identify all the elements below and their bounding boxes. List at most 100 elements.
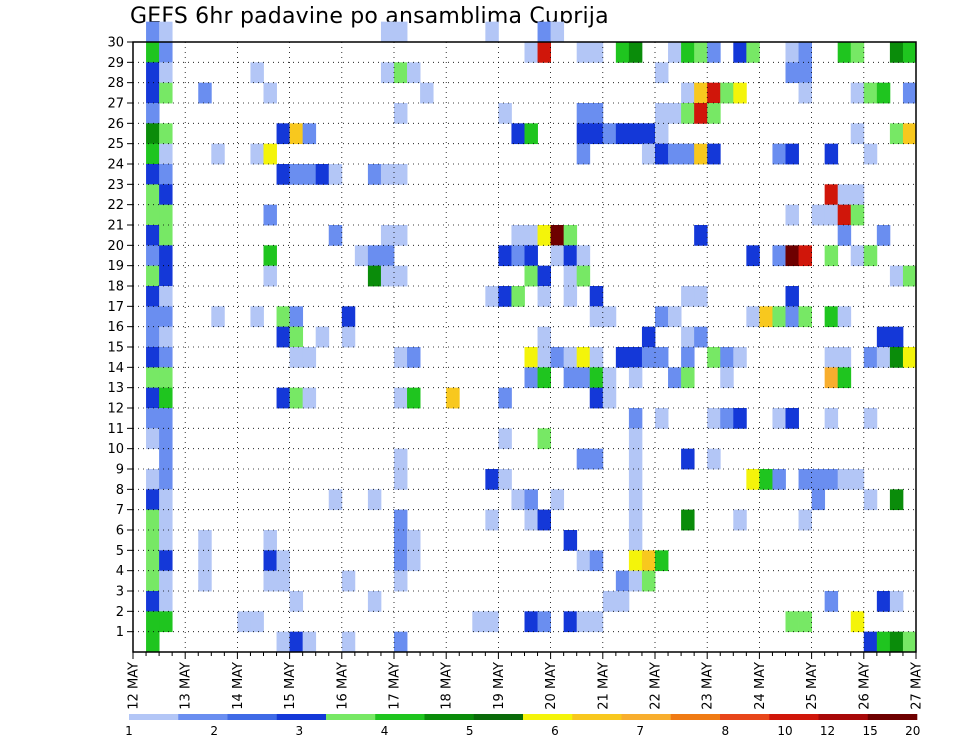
heatmap-cell: [563, 286, 578, 307]
heatmap-cell: [563, 530, 578, 551]
heatmap-cell: [628, 347, 643, 368]
heatmap-cell: [446, 387, 460, 409]
heatmap-cell: [694, 326, 708, 348]
heatmap-cell: [146, 184, 160, 206]
heatmap-cell: [785, 143, 799, 165]
heatmap-cell: [707, 42, 721, 63]
heatmap-cell: [785, 204, 799, 226]
x-tick-label: 23 MAY: [701, 662, 716, 710]
heatmap-cell: [394, 570, 408, 592]
heatmap-cell: [876, 347, 891, 368]
heatmap-cell: [276, 123, 290, 145]
heatmap-cell: [380, 21, 395, 43]
heatmap-cell: [263, 143, 277, 165]
heatmap-cell: [250, 306, 264, 328]
y-tick-label: 5: [116, 544, 124, 559]
heatmap-cell: [159, 21, 173, 43]
colorbar-swatch: [424, 714, 475, 720]
heatmap-cell: [589, 367, 604, 389]
heatmap-cell: [785, 245, 799, 267]
heatmap-cell: [159, 489, 173, 511]
heatmap-cell: [159, 265, 173, 287]
colorbar-swatch: [769, 714, 819, 720]
heatmap-cell: [524, 123, 538, 145]
heatmap-cell: [589, 387, 604, 409]
heatmap-cell: [563, 265, 578, 287]
heatmap-cell: [380, 164, 395, 185]
y-tick-label: 16: [107, 320, 124, 335]
heatmap-cell: [263, 204, 277, 226]
heatmap-cell: [589, 123, 604, 145]
heatmap-cell: [289, 631, 304, 653]
heatmap-cell: [328, 164, 343, 185]
heatmap-cell: [146, 204, 160, 226]
heatmap-cell: [628, 469, 643, 490]
heatmap-cell: [367, 245, 382, 267]
heatmap-cell: [733, 408, 747, 429]
x-tick-label: 18 MAY: [440, 662, 455, 710]
heatmap-cell: [720, 408, 734, 429]
heatmap-cell: [537, 326, 551, 348]
heatmap-cell: [159, 387, 173, 409]
heatmap-cell: [694, 286, 708, 307]
heatmap-cell: [472, 611, 486, 633]
heatmap-cell: [394, 530, 408, 551]
heatmap-cell: [798, 469, 812, 490]
heatmap-cell: [159, 225, 173, 246]
heatmap-cell: [537, 286, 551, 307]
y-tick-label: 11: [107, 422, 124, 437]
heatmap-cell: [733, 347, 747, 368]
colorbar-swatch: [129, 714, 179, 720]
heatmap-cell: [394, 387, 408, 409]
heatmap-cell: [146, 326, 160, 348]
heatmap-cell: [694, 103, 708, 124]
heatmap-cell: [524, 245, 538, 267]
heatmap-cell: [798, 306, 812, 328]
heatmap-cell: [159, 42, 173, 63]
heatmap-cell: [850, 42, 865, 63]
heatmap-cell: [746, 245, 760, 267]
heatmap-cell: [146, 408, 160, 429]
x-tick-label: 13 MAY: [179, 662, 194, 710]
heatmap-cell: [146, 245, 160, 267]
y-tick-label: 7: [116, 503, 124, 518]
heatmap-cell: [394, 164, 408, 185]
heatmap-cell: [289, 306, 304, 328]
heatmap-cell: [498, 103, 512, 124]
y-tick-label: 10: [107, 442, 124, 457]
x-tick-label: 25 MAY: [805, 662, 820, 710]
heatmap-cell: [407, 62, 421, 84]
heatmap-cell: [159, 184, 173, 206]
heatmap-cell: [485, 611, 499, 633]
heatmap-cell: [159, 143, 173, 165]
heatmap-cell: [146, 143, 160, 165]
heatmap-cell: [863, 143, 878, 165]
heatmap-cell: [146, 489, 160, 511]
heatmap-cell: [615, 347, 630, 368]
heatmap-cell: [146, 21, 160, 43]
y-tick-label: 1: [116, 625, 124, 640]
heatmap-cell: [824, 469, 839, 490]
heatmap-cell: [394, 631, 408, 653]
heatmap-cell: [159, 591, 173, 612]
heatmap-cell: [276, 326, 290, 348]
colorbar-label: 5: [466, 724, 474, 738]
x-tick-label: 21 MAY: [596, 662, 611, 710]
heatmap-cell: [159, 286, 173, 307]
heatmap-cell: [146, 347, 160, 368]
heatmap-cell: [146, 509, 160, 531]
heatmap-cell: [394, 225, 408, 246]
heatmap-cell: [485, 509, 499, 531]
heatmap-cell: [863, 245, 878, 267]
heatmap-cell: [354, 245, 369, 267]
heatmap-cell: [563, 245, 578, 267]
heatmap-cell: [146, 550, 160, 572]
heatmap-cell: [394, 21, 408, 43]
heatmap-cell: [263, 550, 277, 572]
heatmap-cell: [641, 123, 656, 145]
colorbar-swatch: [818, 714, 869, 720]
heatmap-cell: [302, 123, 317, 145]
heatmap-cell: [798, 611, 812, 633]
heatmap-cell: [889, 42, 904, 63]
